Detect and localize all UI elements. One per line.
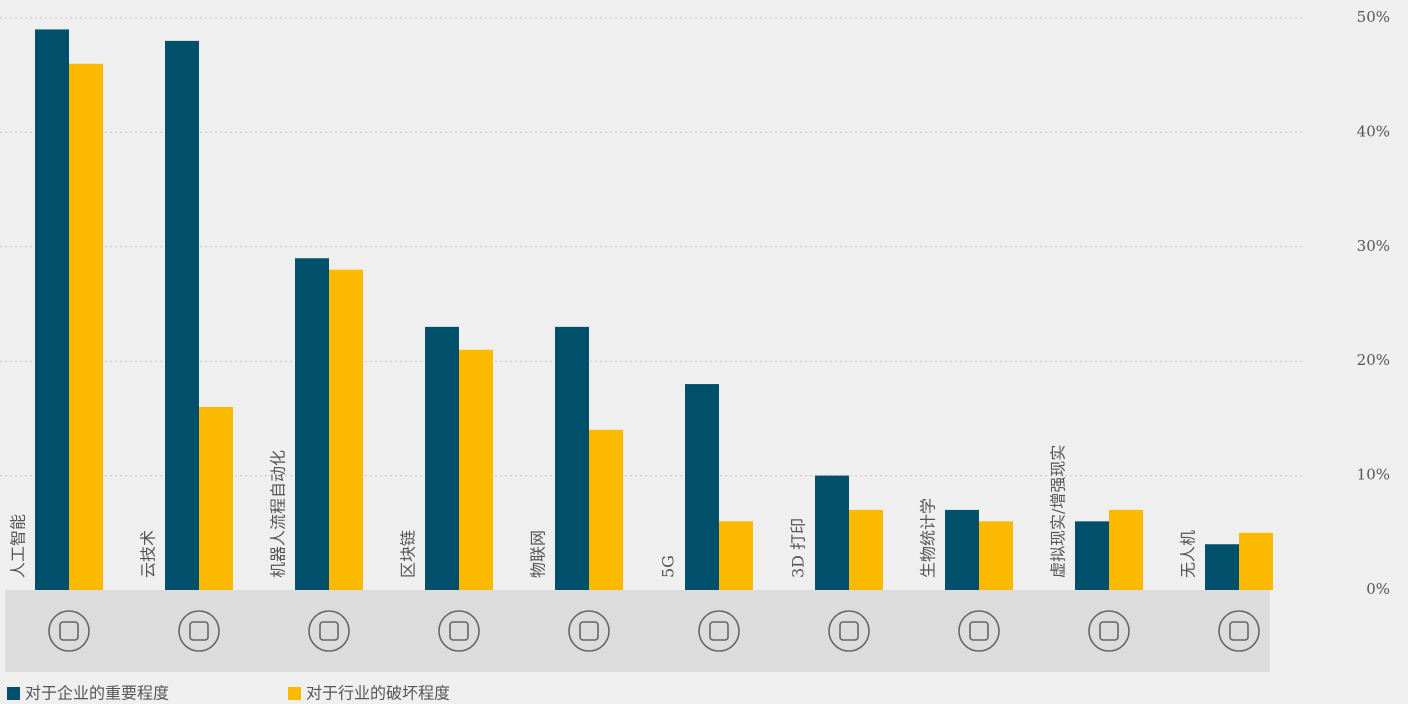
legend-swatch (7, 687, 20, 700)
icon (59, 621, 79, 641)
y-tick-label: 30% (1357, 237, 1390, 255)
icon (308, 610, 350, 652)
icon (828, 610, 870, 652)
y-tick-label: 20% (1357, 351, 1390, 369)
y-tick-label: 40% (1357, 122, 1390, 140)
category-label: 无人机 (1179, 530, 1198, 578)
legend-label: 对于行业的破坏程度 (306, 684, 450, 703)
icon (579, 621, 599, 641)
legend-swatch (288, 687, 301, 700)
category-label: 云技术 (139, 530, 158, 578)
icon (698, 610, 740, 652)
category-label: 生物统计学 (919, 498, 938, 578)
category-label: 人工智能 (9, 514, 28, 578)
icon (568, 610, 610, 652)
bar (685, 384, 719, 590)
bar (199, 406, 233, 590)
bar (849, 509, 883, 590)
bar (1239, 532, 1273, 590)
icon (1099, 621, 1119, 641)
icon (178, 610, 220, 652)
category-label: 物联网 (529, 530, 548, 578)
bar (979, 521, 1013, 590)
category-label: 机器人流程自动化 (269, 450, 288, 578)
icon (969, 621, 989, 641)
bar (459, 349, 493, 590)
icons (48, 610, 1260, 652)
bar (589, 429, 623, 590)
bar (69, 63, 103, 590)
icon (1229, 621, 1249, 641)
icon (449, 621, 469, 641)
bar (1075, 521, 1109, 590)
y-tick-label: 50% (1357, 8, 1390, 26)
icon (709, 621, 729, 641)
icon (1088, 610, 1130, 652)
bar (815, 475, 849, 590)
legend-label: 对于企业的重要程度 (25, 684, 169, 703)
icon (1218, 610, 1260, 652)
icon (438, 610, 480, 652)
icon (958, 610, 1000, 652)
icon (319, 621, 339, 641)
category-label: 3D 打印 (789, 518, 808, 578)
category-label: 虚拟现实/增强现实 (1049, 445, 1068, 578)
bar (295, 258, 329, 590)
bar (35, 29, 69, 590)
bar (425, 326, 459, 590)
bar (555, 326, 589, 590)
bar (1205, 544, 1239, 590)
bar (945, 509, 979, 590)
bar (719, 521, 753, 590)
bar (1109, 509, 1143, 590)
y-tick-label: 0% (1366, 580, 1390, 598)
y-tick-label: 10% (1357, 466, 1390, 484)
icon-strip (5, 590, 1270, 672)
icon (839, 621, 859, 641)
bar (329, 269, 363, 590)
bar (165, 40, 199, 590)
icon (189, 621, 209, 641)
category-label: 区块链 (399, 530, 418, 578)
icon (48, 610, 90, 652)
category-label: 5G (659, 555, 678, 578)
